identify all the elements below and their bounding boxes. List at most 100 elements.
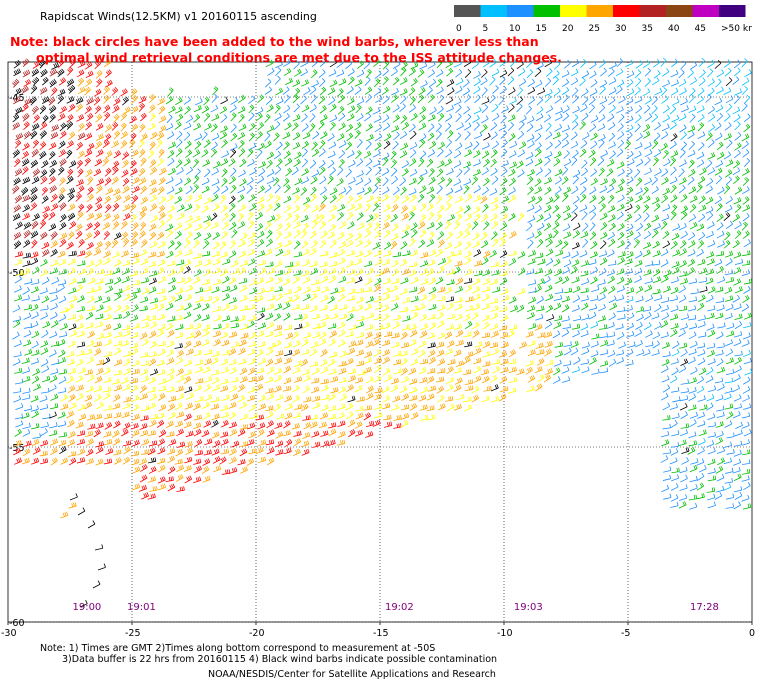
wind-barb-flag bbox=[359, 61, 363, 66]
wind-barb-flag bbox=[450, 214, 454, 219]
wind-barb-flag bbox=[16, 232, 20, 237]
wind-barb-flag bbox=[79, 61, 83, 66]
wind-barb-flag bbox=[271, 215, 274, 220]
wind-barb bbox=[41, 99, 50, 104]
wind-barb-flag bbox=[126, 250, 129, 255]
wind-barb-flag bbox=[138, 105, 143, 109]
wind-barb bbox=[238, 116, 245, 123]
wind-barb-flag bbox=[23, 123, 28, 128]
wind-barb-flag bbox=[379, 95, 383, 99]
wind-barb-flag bbox=[676, 79, 679, 84]
wind-barb bbox=[624, 143, 631, 150]
wind-barb-flag bbox=[213, 148, 217, 152]
wind-barb-flag bbox=[305, 249, 308, 254]
wind-barb-flag bbox=[49, 153, 53, 157]
wind-barb-flag bbox=[269, 152, 273, 157]
wind-barb-flag bbox=[333, 80, 336, 85]
wind-barb-flag bbox=[384, 157, 389, 161]
wind-barb-flag bbox=[151, 114, 155, 118]
wind-barb-flag bbox=[106, 196, 110, 201]
wind-barb-flag bbox=[566, 150, 570, 154]
wind-barb-flag bbox=[466, 106, 471, 110]
wind-barb-flag bbox=[78, 104, 82, 109]
wind-barb-flag bbox=[217, 231, 220, 236]
swath-time-label: 19:01 bbox=[127, 602, 156, 613]
wind-barb-flag bbox=[27, 176, 31, 181]
wind-barb-flag bbox=[620, 223, 624, 228]
wind-barb bbox=[39, 62, 46, 69]
wind-barb-flag bbox=[333, 188, 336, 193]
wind-barb bbox=[723, 136, 732, 141]
wind-barb bbox=[76, 117, 84, 122]
wind-barb bbox=[679, 162, 687, 168]
wind-barb bbox=[653, 226, 661, 231]
wind-barb bbox=[445, 141, 452, 149]
wind-barb-flag bbox=[158, 188, 162, 193]
wind-barb-flag bbox=[612, 214, 616, 219]
wind-barb-flag bbox=[86, 80, 90, 85]
wind-barb bbox=[59, 241, 67, 248]
wind-barb-flag bbox=[126, 107, 130, 112]
wind-barb bbox=[329, 190, 338, 196]
wind-barb-flag bbox=[154, 251, 157, 256]
wind-barb-flag bbox=[52, 167, 56, 172]
wind-barb bbox=[374, 145, 382, 151]
wind-barb bbox=[130, 216, 137, 223]
wind-barb-flag bbox=[404, 77, 408, 82]
wind-barb-flag bbox=[36, 168, 40, 172]
wind-barb-flag bbox=[323, 58, 327, 62]
wind-barb bbox=[39, 262, 48, 267]
wind-barb-flag bbox=[476, 169, 480, 174]
wind-barb bbox=[473, 153, 481, 158]
wind-barb bbox=[616, 214, 624, 220]
wind-barb bbox=[678, 82, 687, 87]
wind-barb-flag bbox=[549, 59, 553, 64]
wind-barb bbox=[635, 108, 643, 114]
wind-barb bbox=[292, 190, 300, 195]
wind-barb-flag bbox=[379, 133, 383, 137]
wind-barb-flag bbox=[511, 213, 515, 218]
wind-barb-flag bbox=[188, 204, 191, 209]
wind-barb-flag bbox=[493, 214, 497, 218]
wind-barb-flag bbox=[61, 68, 65, 73]
wind-barb-flag bbox=[440, 112, 445, 117]
wind-barb bbox=[357, 225, 365, 231]
wind-barb bbox=[473, 188, 481, 194]
wind-barb-flag bbox=[429, 133, 433, 138]
wind-barb bbox=[345, 127, 353, 133]
wind-barb-flag bbox=[14, 123, 17, 128]
wind-barb-flag bbox=[297, 178, 301, 183]
wind-barb-flag bbox=[718, 78, 722, 83]
wind-barb-flag bbox=[89, 187, 93, 192]
wind-barb bbox=[607, 116, 615, 122]
wind-barb-flag bbox=[304, 168, 308, 173]
wind-barb bbox=[401, 233, 409, 239]
wind-barb bbox=[292, 117, 301, 122]
wind-barb bbox=[508, 180, 516, 187]
wind-barb bbox=[355, 242, 363, 248]
wind-barb bbox=[30, 205, 37, 211]
wind-barb bbox=[554, 172, 563, 177]
wind-barb-flag bbox=[197, 140, 202, 145]
wind-barb bbox=[689, 116, 696, 123]
wind-barb-flag bbox=[34, 159, 39, 164]
wind-barb-flag bbox=[50, 107, 54, 111]
wind-barb bbox=[138, 170, 146, 177]
wind-barb-flag bbox=[222, 179, 227, 183]
wind-barb bbox=[228, 161, 236, 167]
wind-barb-flag bbox=[250, 239, 254, 244]
wind-barb bbox=[104, 127, 112, 133]
wind-barb bbox=[149, 169, 157, 175]
wind-barb-flag bbox=[431, 114, 435, 119]
wind-barb bbox=[383, 254, 392, 257]
wind-barb bbox=[175, 162, 183, 169]
wind-barb-flag bbox=[260, 197, 263, 202]
wind-barb-flag bbox=[284, 179, 289, 183]
wind-barb bbox=[399, 134, 407, 140]
wind-barb-flag bbox=[377, 177, 381, 181]
wind-barb-flag bbox=[24, 71, 28, 76]
wind-barb bbox=[285, 170, 292, 177]
wind-barb-flag bbox=[87, 133, 91, 138]
wind-barb bbox=[273, 198, 281, 204]
wind-barb bbox=[642, 63, 650, 69]
